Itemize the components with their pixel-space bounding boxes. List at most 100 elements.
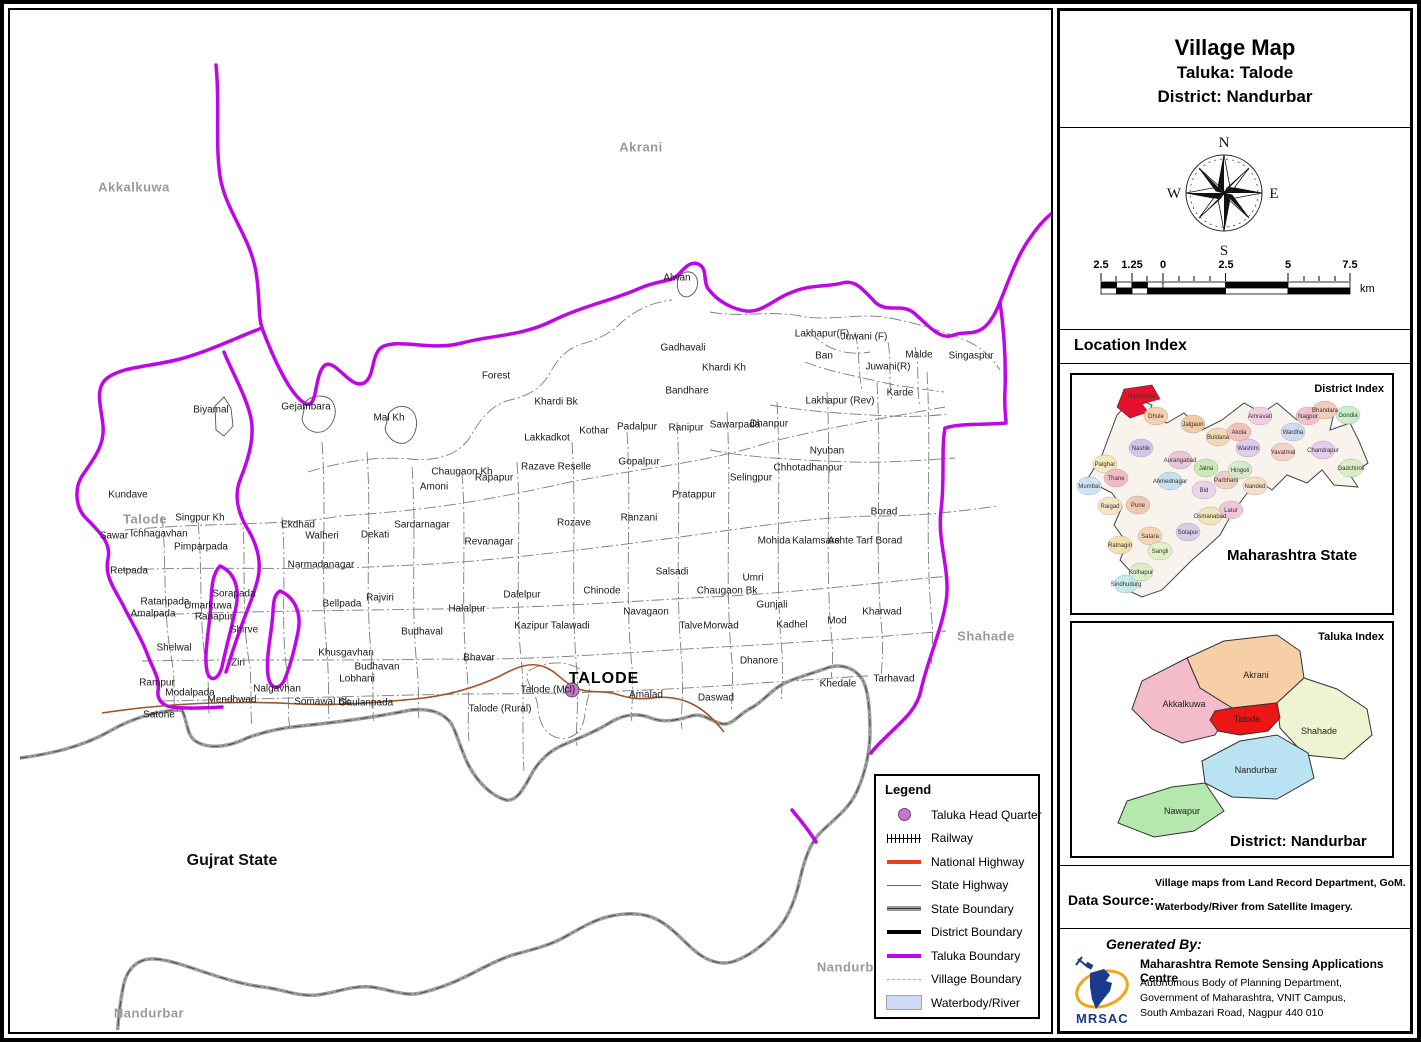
mrsac-logo-text: MRSAC bbox=[1076, 1011, 1129, 1026]
district-label: Jalgaon bbox=[1182, 422, 1203, 428]
compass-s: S bbox=[1220, 243, 1228, 259]
district-label: Bhandara bbox=[1312, 408, 1339, 414]
info-panel: Village Map Taluka: Talode District: Nan… bbox=[1057, 8, 1413, 1034]
legend-swatch-railway bbox=[885, 833, 923, 843]
map-title: Village Map bbox=[1174, 35, 1296, 60]
legend-swatch-fill bbox=[885, 995, 923, 1011]
district-patch bbox=[1128, 438, 1154, 458]
district-patch bbox=[1280, 422, 1306, 442]
district-labels: Nandurbar Dhule Jalgaon Nashik Palghar Thane M… bbox=[1078, 394, 1364, 588]
taluka-polygon-shahade[interactable] bbox=[1276, 677, 1373, 760]
legend-item: Taluka Boundary bbox=[885, 944, 1038, 968]
compass-w: W bbox=[1167, 186, 1182, 202]
scale-bar bbox=[1100, 273, 1351, 295]
taluka-polygon-talode[interactable] bbox=[1209, 702, 1281, 736]
data-source-line-1: Village maps from Land Record Department… bbox=[1155, 877, 1406, 889]
taluka-label: Akrani bbox=[1243, 670, 1269, 680]
map-title-block: Village Map Taluka: Talode District: Nan… bbox=[1060, 35, 1410, 109]
district-label: Nashik bbox=[1132, 446, 1151, 452]
state-highway bbox=[101, 663, 725, 733]
district-label: Hingoli bbox=[1231, 468, 1249, 474]
taluka-polygon-nawapur[interactable] bbox=[1117, 782, 1225, 838]
legend: Legend Taluka Head Quarter Railway Nationa… bbox=[874, 774, 1042, 1019]
scale-tick-label: 7.5 bbox=[1342, 259, 1358, 271]
district-patches bbox=[1076, 400, 1364, 594]
taluka-polygons bbox=[1117, 634, 1373, 838]
district-label: Nanded bbox=[1244, 484, 1265, 490]
taluka-boundary bbox=[75, 63, 1051, 844]
legend-swatch-line bbox=[885, 859, 923, 864]
district-patch bbox=[1113, 574, 1139, 594]
district-label: Latur bbox=[1224, 508, 1238, 514]
legend-item: Railway bbox=[885, 827, 1038, 851]
region-label: Nandurbar bbox=[113, 1005, 185, 1021]
main-map-svg bbox=[19, 63, 1051, 1030]
region-label: Talode bbox=[123, 511, 167, 527]
district-patch bbox=[1175, 522, 1201, 542]
legend-item: National Highway bbox=[885, 850, 1038, 874]
district-label: Aurangabad bbox=[1164, 458, 1197, 464]
district-label: Pune bbox=[1131, 503, 1146, 509]
maharashtra-outline bbox=[1086, 396, 1369, 598]
district-label: Solapur bbox=[1178, 530, 1199, 536]
district-label: Ratnagiri bbox=[1108, 543, 1132, 549]
district-patch bbox=[1143, 406, 1169, 426]
district-patch bbox=[1125, 495, 1151, 515]
district-patch bbox=[1167, 450, 1193, 470]
state-boundary bbox=[19, 664, 872, 1030]
district-patch bbox=[1076, 476, 1102, 496]
legend-item-label: State Highway bbox=[931, 878, 1009, 893]
district-index-box[interactable]: Nandurbar Dhule Jalgaon Nashik Palghar Thane M… bbox=[1070, 373, 1394, 615]
map-subtitle-taluka: Taluka: Talode bbox=[1176, 63, 1294, 82]
legend-item-label: Village Boundary bbox=[931, 972, 1022, 987]
district-patch bbox=[1092, 454, 1118, 474]
legend-item: State Highway bbox=[885, 874, 1038, 898]
district-patch bbox=[1235, 438, 1261, 458]
main-map-panel[interactable]: Kundave Singpur Kh Sawar Ichhagavhan Pimparp… bbox=[8, 8, 1053, 1034]
scale-tick-label: 1.25 bbox=[1121, 259, 1143, 271]
gujrat-state-label: Gujrat State bbox=[186, 852, 278, 869]
generated-by-line-1: Autonomous Body of Planning Department, bbox=[1140, 977, 1342, 989]
legend-item-label: District Boundary bbox=[931, 925, 1023, 940]
taluka-label: Nandurbar bbox=[1235, 765, 1278, 775]
district-patch bbox=[1310, 440, 1336, 460]
district-patch bbox=[1103, 468, 1129, 488]
district-patch bbox=[1197, 506, 1223, 526]
scale-tick-label: 0 bbox=[1159, 259, 1167, 271]
legend-item: Village Boundary bbox=[885, 968, 1038, 992]
district-label: Amravati bbox=[1248, 414, 1272, 420]
district-label: Washim bbox=[1237, 446, 1258, 452]
district-label: Bid bbox=[1200, 488, 1209, 494]
district-label: Chandrapur bbox=[1307, 448, 1339, 454]
district-label: Kolhapur bbox=[1129, 570, 1153, 576]
region-label: Akkalkuwa bbox=[98, 179, 170, 195]
region-label: Akrani bbox=[619, 139, 663, 155]
divider bbox=[1060, 127, 1410, 128]
generated-by-org: Maharashtra Remote Sensing Applications … bbox=[1140, 957, 1384, 985]
scale-tick-label: 5 bbox=[1284, 259, 1292, 271]
taluka-polygon-nandurbar[interactable] bbox=[1201, 734, 1315, 800]
district-label: Wardha bbox=[1283, 430, 1304, 436]
region-labels: Akkalkuwa Akrani Talode Shahade Nandurbar Nan… bbox=[10, 10, 1051, 1032]
taluka-label: Talode bbox=[1234, 714, 1261, 724]
legend-swatch-line bbox=[885, 953, 923, 958]
district-label: Gadchiroli bbox=[1337, 466, 1364, 472]
taluka-hq-dot[interactable] bbox=[564, 682, 580, 698]
legend-swatch-line bbox=[885, 884, 923, 886]
district-patch bbox=[1147, 541, 1173, 561]
location-index-heading: Location Index bbox=[1074, 337, 1187, 354]
region-label: Shahade bbox=[957, 628, 1015, 644]
compass-rose: N S W E bbox=[1167, 135, 1279, 259]
district-patch bbox=[1227, 460, 1253, 480]
legend-item-label: State Boundary bbox=[931, 901, 1014, 916]
generated-by-line-2: Government of Maharashtra, VNIT Campus, bbox=[1140, 992, 1346, 1004]
district-index-corner-label: District Index bbox=[1314, 383, 1384, 395]
district-label: Mumbai bbox=[1078, 484, 1099, 490]
taluka-index-box[interactable]: Akrani Akkalkuwa Shahade Talode Nandurbar Naw… bbox=[1070, 621, 1394, 858]
taluka-labels: Akrani Akkalkuwa Shahade Talode Nandurbar Naw… bbox=[1162, 670, 1337, 816]
legend-items: Taluka Head Quarter Railway National Highw… bbox=[885, 803, 1042, 1015]
taluka-label: Shahade bbox=[1301, 726, 1337, 736]
district-label: Akola bbox=[1231, 430, 1247, 436]
district-label: Satara bbox=[1141, 534, 1159, 540]
